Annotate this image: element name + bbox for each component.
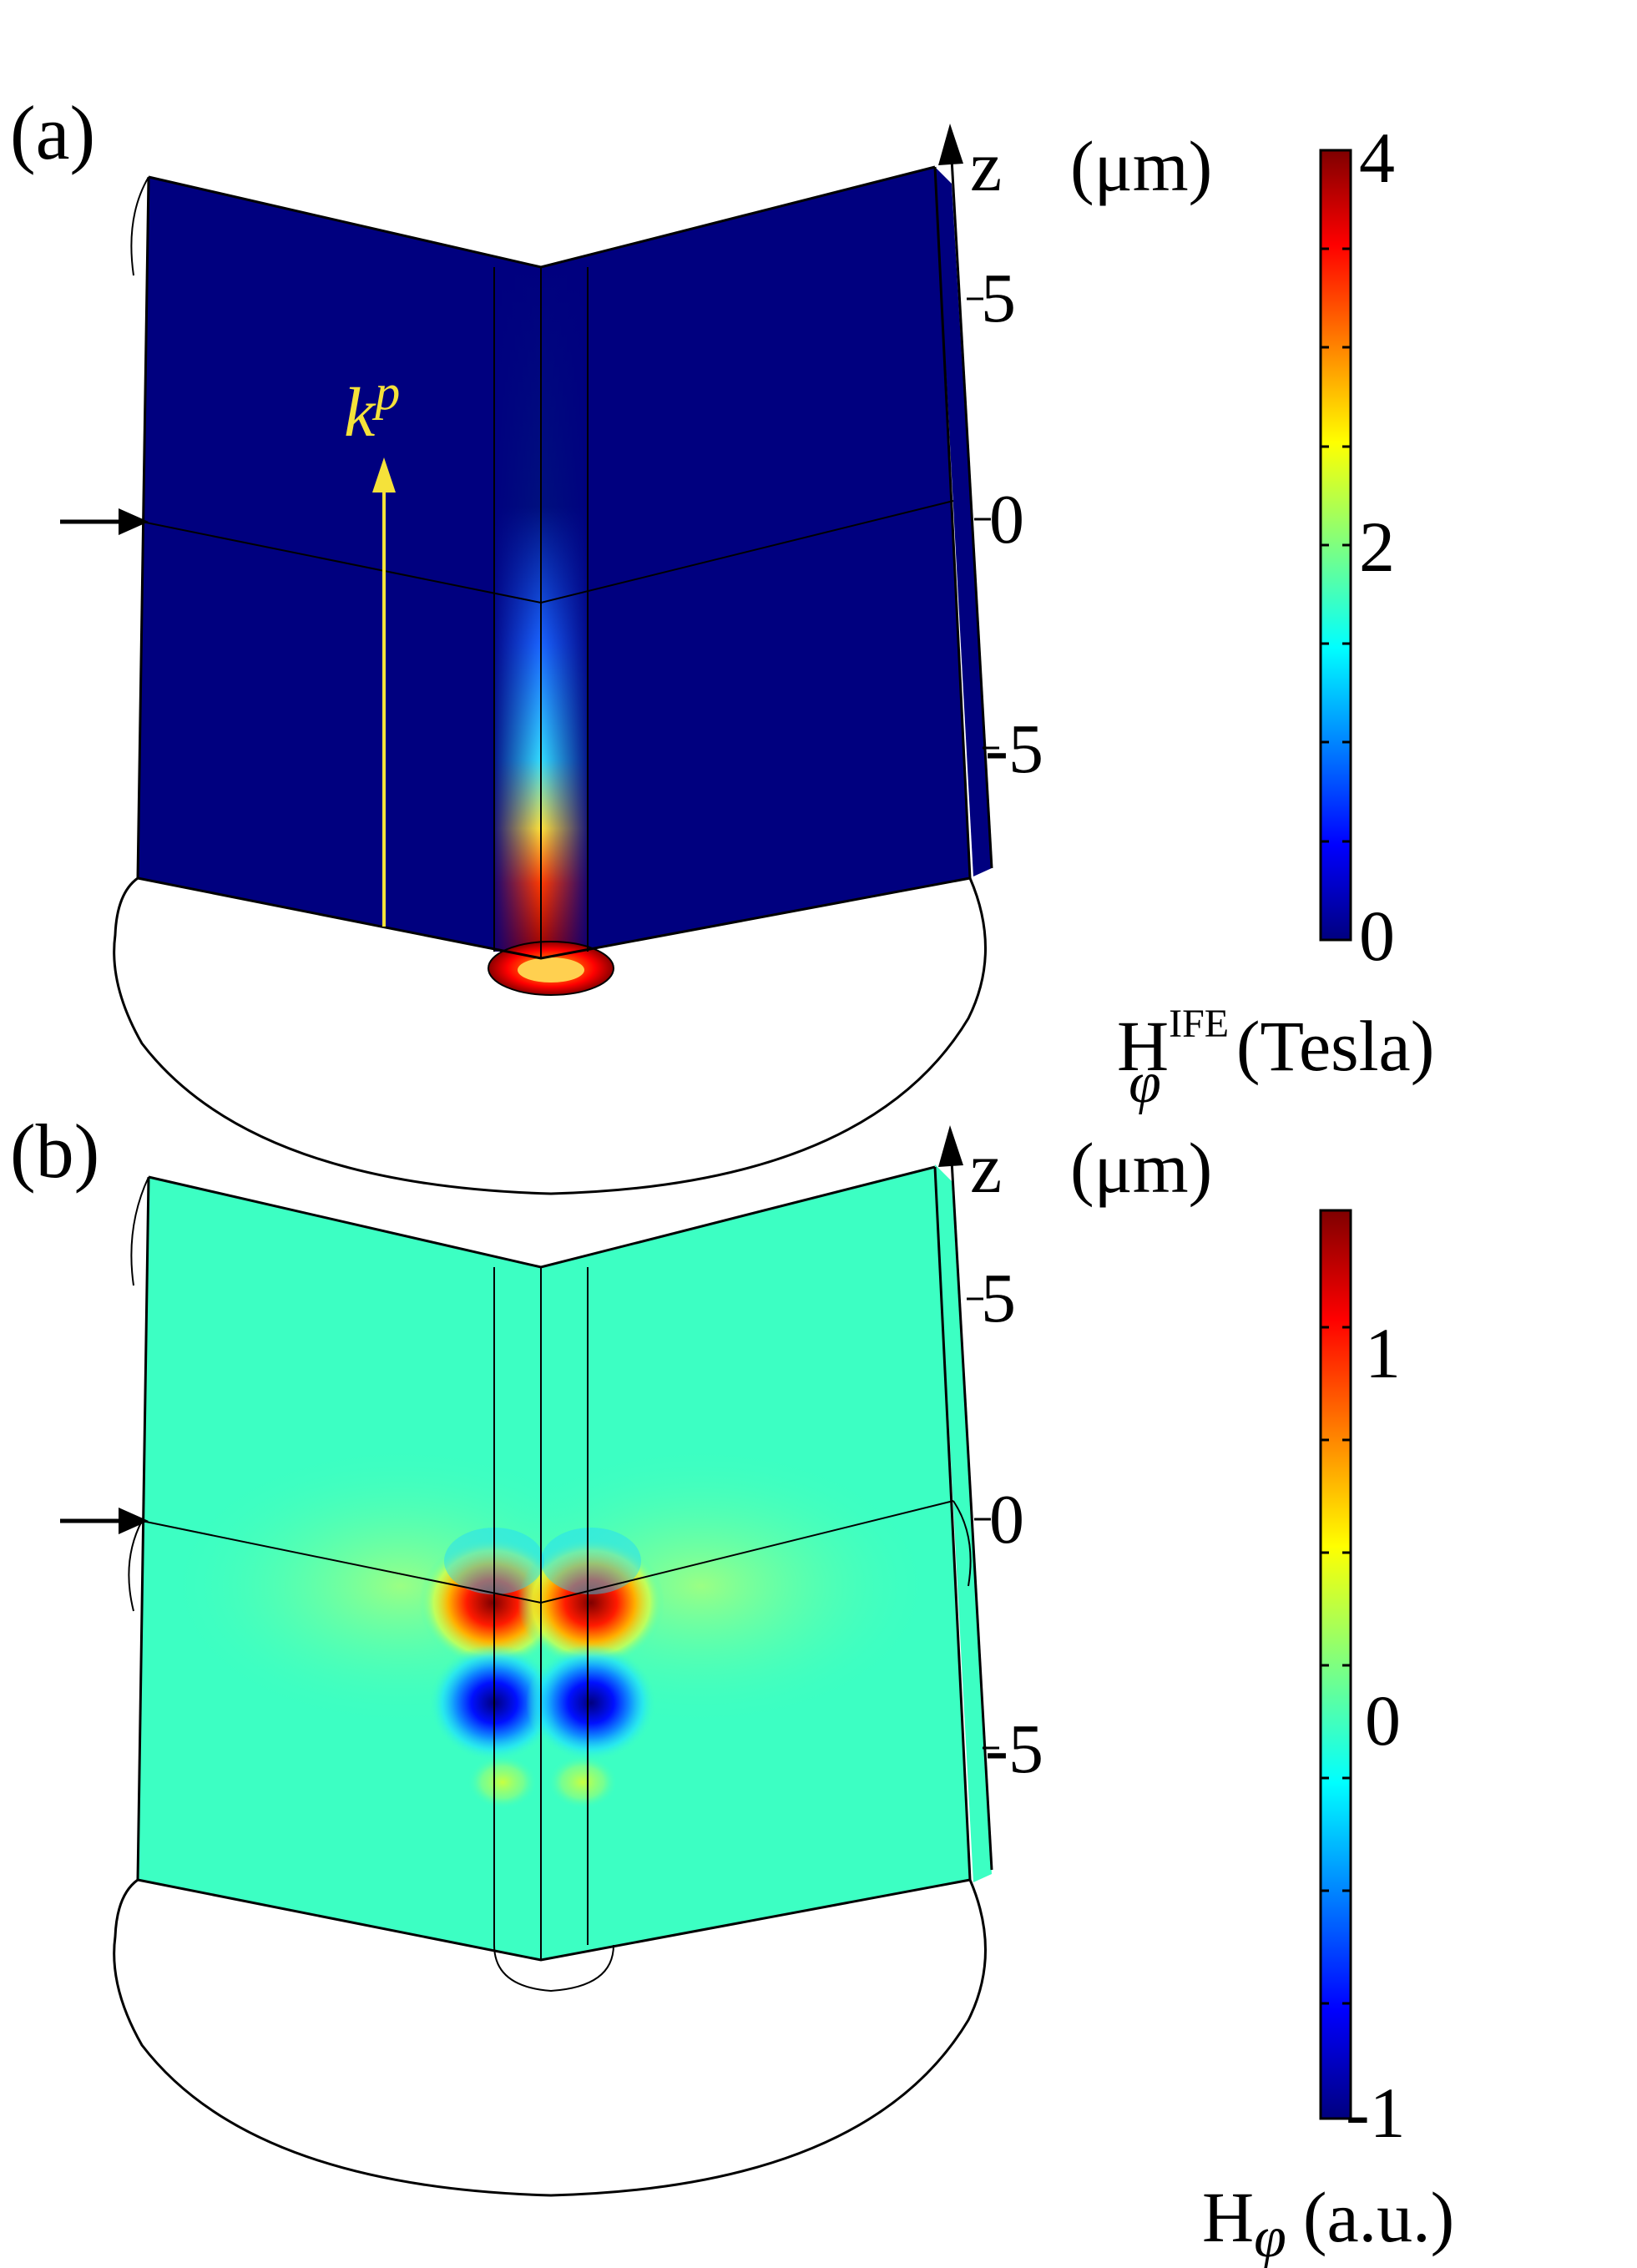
panel-a-kp-label: kp — [344, 365, 400, 452]
panel-b-colorbar-title: Hφ (a.u.) — [1202, 2177, 1454, 2268]
panel-b-z-label: z — [970, 1128, 1002, 1208]
panel-a: (a) — [10, 90, 1434, 1195]
panel-b-label: (b) — [10, 1109, 99, 1194]
panel-a-colorbar-title: HIFE φ (Tesla) — [1117, 1002, 1434, 1115]
panel-b-colorbar: 1 0 -1 Hφ (a.u.) — [1202, 1209, 1454, 2268]
panel-a-bottom-cap — [113, 876, 987, 1195]
panel-b-core-cap — [493, 1944, 614, 1993]
panel-b-tick-neg5: -5 — [985, 1710, 1043, 1788]
panel-b-lobe-red-right — [518, 1538, 664, 1668]
panel-a-colorbar: 4 2 0 HIFE φ (Tesla) — [1117, 118, 1434, 1115]
panel-b-lobe-yellow-right — [548, 1755, 618, 1809]
panel-b-colorbar-min: -1 — [1346, 2073, 1406, 2153]
panel-a-z-unit: (μm) — [1070, 126, 1212, 206]
panel-a-z-label: z — [970, 126, 1002, 206]
panel-b-geometry — [60, 1164, 992, 2197]
panel-a-tick-neg5: -5 — [985, 710, 1043, 788]
panel-b-side-wall — [935, 1164, 992, 1882]
panel-b-z-unit: (μm) — [1070, 1128, 1212, 1208]
panel-a-left-wall — [138, 177, 541, 958]
panel-a-z0-line — [141, 500, 954, 604]
panel-b: (b) — [10, 1109, 1454, 2268]
panel-a-colorbar-mid: 2 — [1359, 507, 1395, 587]
panel-a-right-wall — [541, 167, 970, 958]
panel-a-colorbar-min: 0 — [1359, 896, 1395, 976]
panel-a-z-axis: z (μm) 5 0 -5 — [938, 124, 1212, 869]
panel-a-tick-0: 0 — [989, 481, 1024, 558]
panel-b-z-axis: z (μm) 5 0 -5 — [938, 1125, 1212, 1871]
panel-a-tick-5: 5 — [981, 260, 1016, 337]
panel-b-tick-0: 0 — [989, 1481, 1024, 1558]
panel-a-colorbar-max: 4 — [1359, 118, 1395, 198]
panel-b-colorbar-max: 1 — [1365, 1313, 1401, 1393]
panel-b-colorbar-mid: 0 — [1365, 1680, 1401, 1760]
panel-b-z0-line — [141, 1500, 954, 1604]
panel-a-core-cap-inner — [518, 957, 584, 982]
panel-b-bottom-cap — [113, 1878, 987, 2197]
panel-a-side-wall — [935, 167, 992, 876]
panel-b-lobe-yellow-left — [467, 1755, 538, 1809]
panel-a-geometry: kp — [60, 165, 992, 1195]
panel-a-label: (a) — [10, 90, 95, 175]
panel-b-lobe-blue-right — [526, 1644, 656, 1761]
panel-b-tick-5: 5 — [981, 1260, 1016, 1337]
